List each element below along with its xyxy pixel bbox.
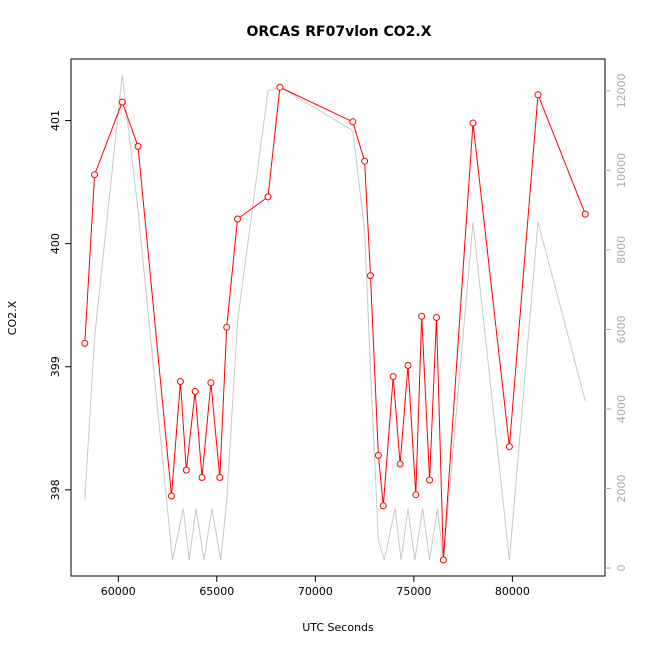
co2-data-point bbox=[581, 210, 589, 218]
x-tick-label: 80000 bbox=[495, 585, 530, 598]
co2-data-point bbox=[276, 83, 284, 91]
bottom-axis: 60000 65000 70000 75000 80000 bbox=[101, 576, 530, 598]
x-tick-label: 60000 bbox=[101, 585, 136, 598]
co2-data-point bbox=[168, 492, 175, 500]
co2-data-point bbox=[81, 339, 89, 347]
x-tick-label: 70000 bbox=[298, 585, 333, 598]
x-tick-label: 75000 bbox=[396, 585, 431, 598]
co2-data-point bbox=[439, 556, 447, 564]
plot-frame bbox=[70, 58, 606, 577]
y-tick-label: 398 bbox=[49, 479, 62, 500]
y-axis-label: CO2.X bbox=[6, 300, 19, 335]
co2-data-point bbox=[361, 157, 369, 165]
co2-data-point bbox=[191, 387, 199, 395]
left-axis: 398 399 400 401 bbox=[49, 110, 71, 500]
co2-data-point bbox=[216, 474, 224, 481]
y2-tick-label: 12000 bbox=[615, 73, 628, 108]
y2-tick-label: 10000 bbox=[615, 153, 628, 188]
co2-data-point bbox=[534, 91, 542, 99]
y-tick-label: 399 bbox=[49, 356, 62, 377]
co2-data-point bbox=[349, 118, 357, 126]
altitude-series-line bbox=[84, 74, 586, 561]
co2-data-point bbox=[182, 466, 190, 474]
co2-series-line bbox=[84, 86, 586, 561]
co2-data-point bbox=[234, 215, 241, 223]
co2-data-point bbox=[223, 323, 231, 331]
co2-data-point bbox=[396, 460, 404, 468]
co2-data-point bbox=[176, 378, 184, 385]
co2-data-point bbox=[367, 272, 374, 280]
right-axis: 0 2000 4000 6000 8000 10000 12000 bbox=[605, 73, 628, 572]
x-axis-label: UTC Seconds bbox=[302, 621, 374, 634]
y2-tick-label: 2000 bbox=[615, 475, 628, 503]
x-tick-label: 65000 bbox=[199, 585, 234, 598]
y-tick-label: 400 bbox=[49, 233, 62, 254]
y2-tick-label: 8000 bbox=[615, 236, 628, 264]
co2-data-point bbox=[207, 379, 215, 387]
co2-data-point bbox=[426, 476, 434, 484]
co2-data-point bbox=[505, 443, 513, 451]
co2-data-point bbox=[118, 98, 126, 106]
co2-data-point bbox=[433, 314, 440, 321]
co2-data-point bbox=[412, 491, 420, 499]
series-layer bbox=[81, 74, 589, 564]
y2-tick-label: 0 bbox=[615, 565, 628, 572]
co2-data-point bbox=[389, 373, 397, 381]
co2-data-point bbox=[264, 193, 272, 201]
co2-data-point bbox=[469, 119, 477, 127]
y2-tick-label: 6000 bbox=[615, 315, 628, 343]
y-tick-label: 401 bbox=[49, 110, 62, 131]
y2-tick-label: 4000 bbox=[615, 395, 628, 423]
co2-data-point bbox=[134, 142, 142, 150]
co2-data-point bbox=[379, 502, 387, 510]
co2-data-point bbox=[198, 474, 206, 481]
co2-data-point bbox=[91, 171, 99, 179]
chart-title: ORCAS RF07vlon CO2.X bbox=[247, 24, 432, 40]
co2-data-point bbox=[418, 312, 426, 320]
co2-data-point bbox=[404, 362, 412, 369]
co2-data-point bbox=[374, 451, 382, 459]
